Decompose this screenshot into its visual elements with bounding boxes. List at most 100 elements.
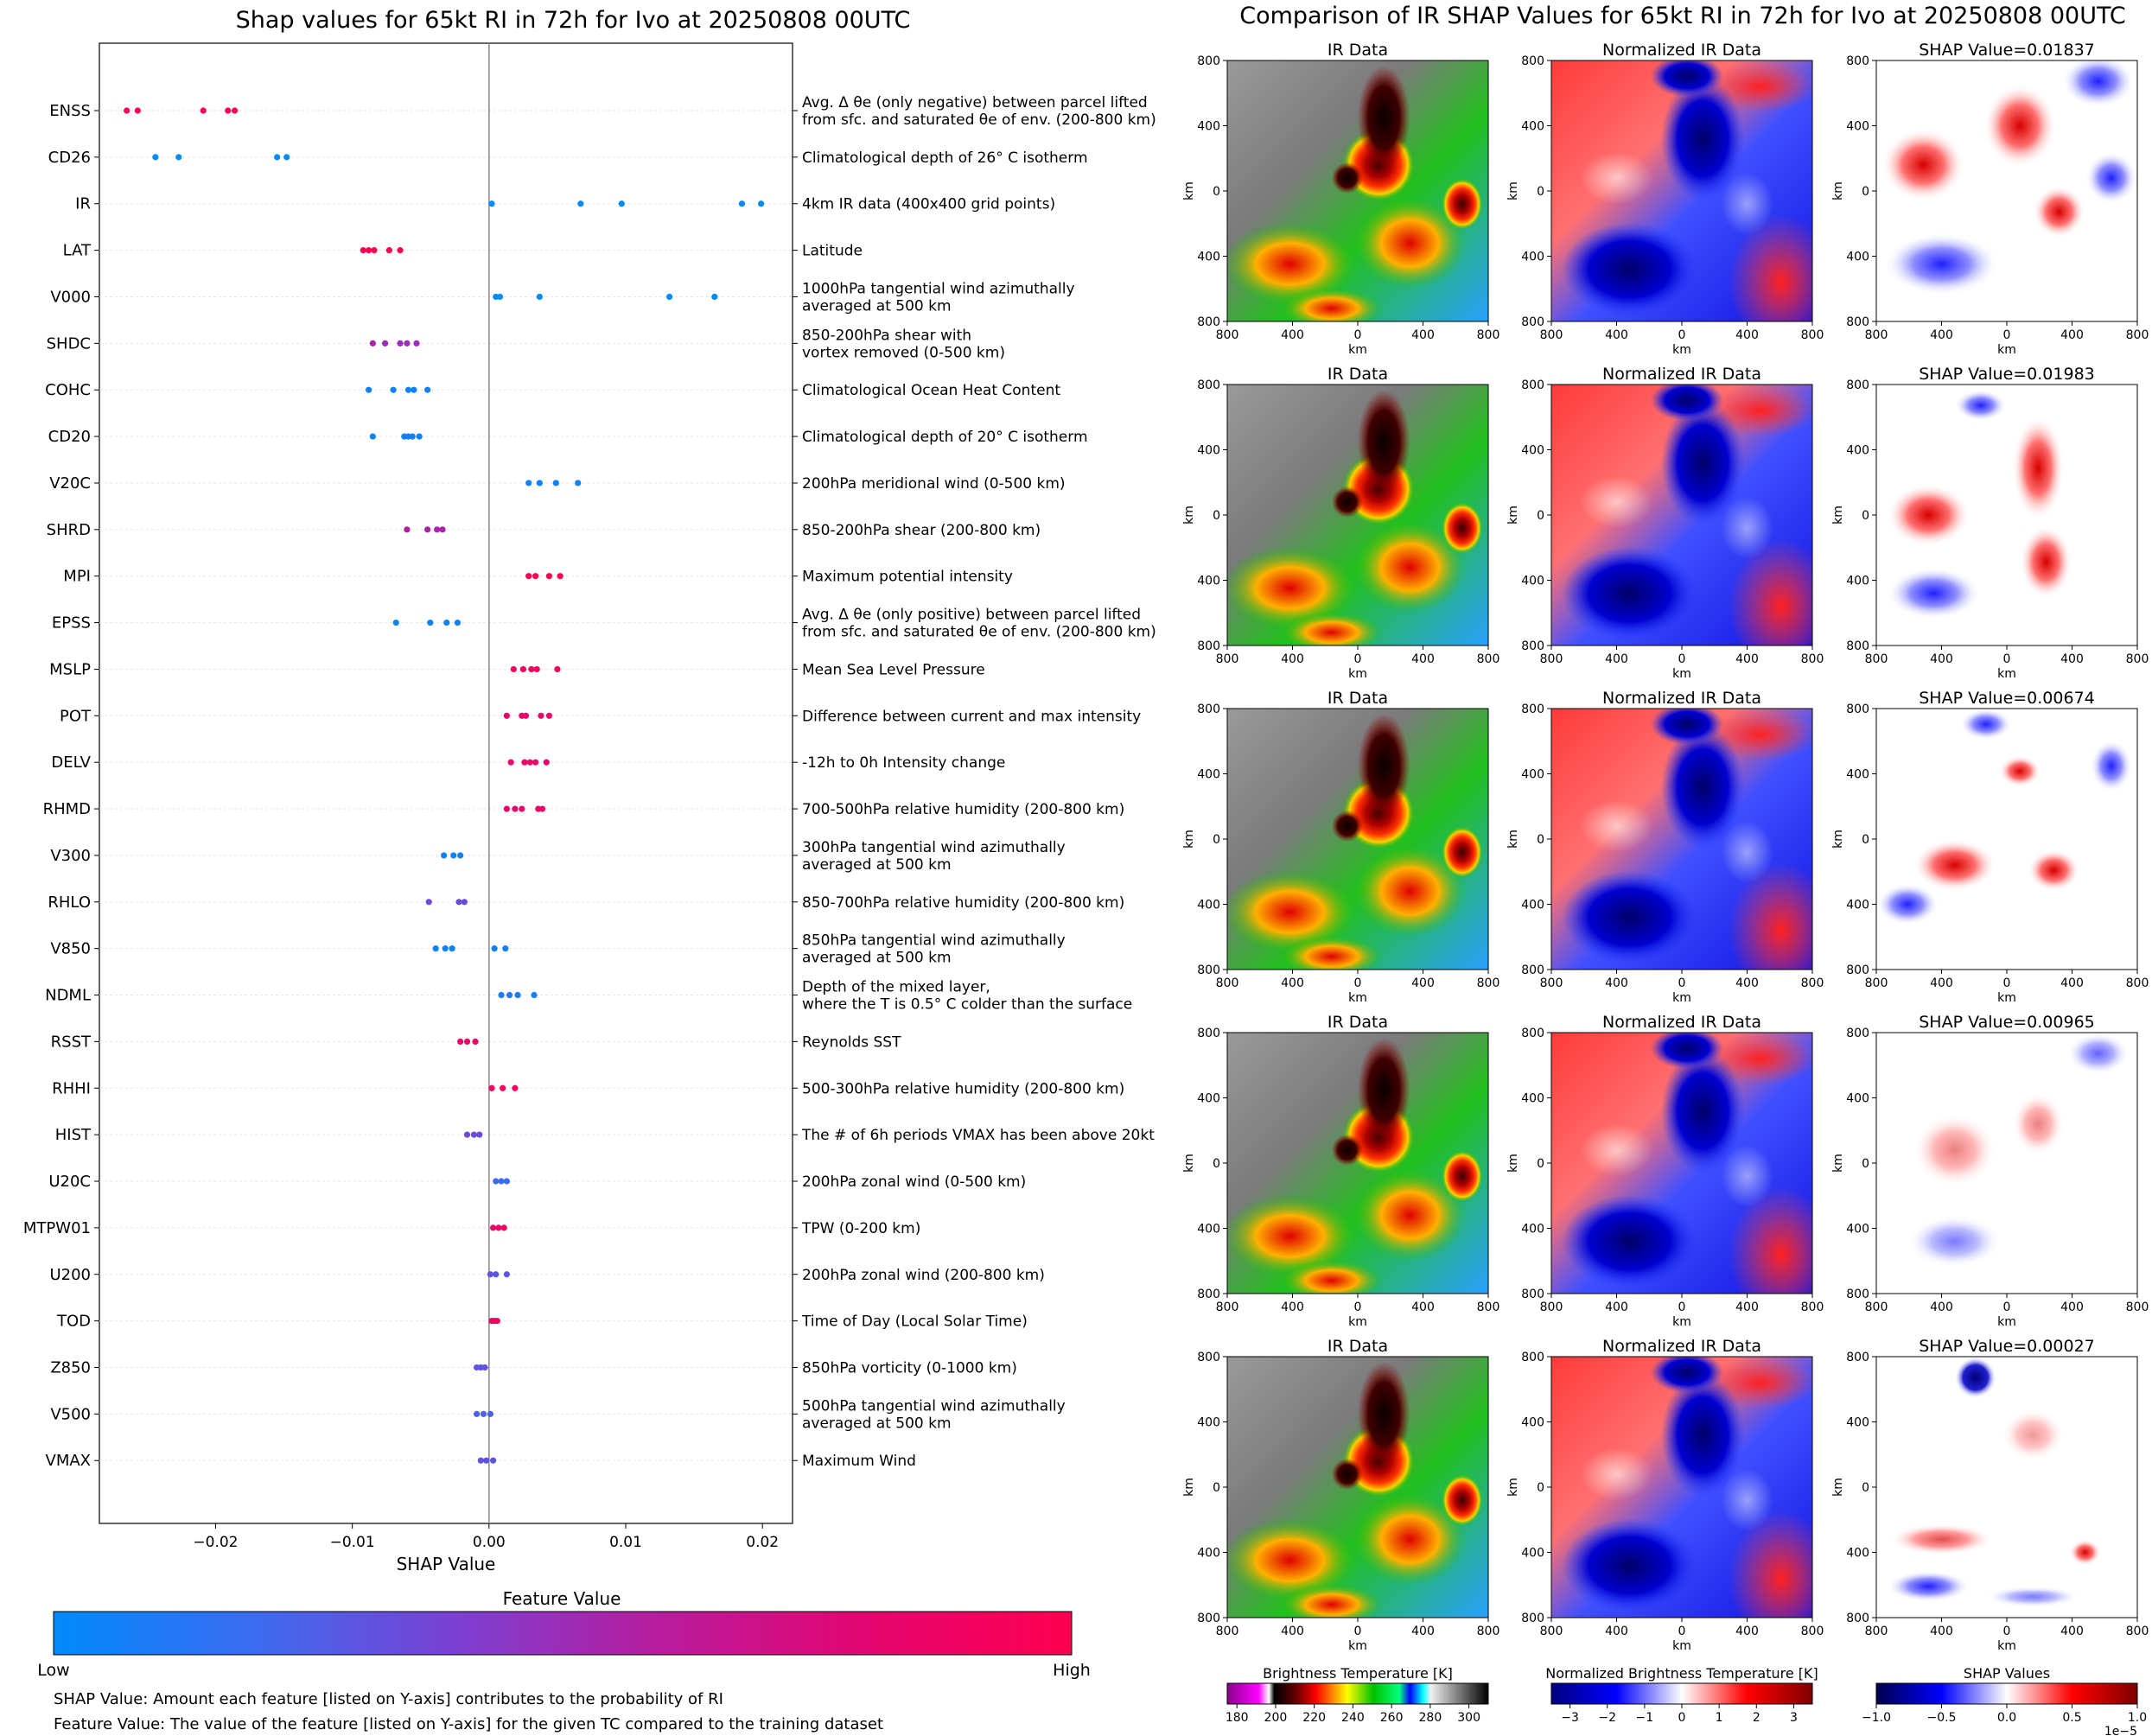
shap-dot [525,480,532,486]
panel-y-label: km [1182,830,1196,849]
shap-dot [463,1038,471,1045]
panel-title: IR Data [1327,41,1388,60]
panel-x-tick-label: 0 [1678,328,1686,342]
shap-dot [366,247,372,254]
panel-title: SHAP Value=0.00674 [1919,689,2095,708]
panel-x-tick-label: 400 [1930,328,1953,342]
feature-label-hist: HIST [55,1126,92,1144]
feature-description: 850-200hPa shear (200-800 km) [802,522,1041,539]
normalized-ir-image [1551,1033,1812,1294]
panel-title: Normalized IR Data [1602,1337,1761,1356]
feature-description: 500-300hPa relative humidity (200-800 km… [802,1080,1124,1097]
shap-dot [500,1224,507,1231]
shap-dot [472,1038,479,1045]
panel-title: SHAP Value=0.00965 [1919,1013,2095,1032]
shap-dot [545,712,553,719]
feature-description: Climatological Ocean Heat Content [802,382,1060,399]
panel-x-label: km [1672,1315,1691,1329]
shap-dot [522,712,530,719]
panel-x-tick-label: 800 [1865,1625,1888,1638]
panel-x-tick-label: 400 [2060,1300,2084,1314]
panel-y-tick-label: 800 [1197,1288,1220,1301]
panel-y-tick-label: 800 [1521,639,1544,653]
feature-description: Difference between current and max inten… [802,708,1141,725]
panel-x-label: km [1997,667,2016,681]
shap-dot [457,852,464,859]
shap-dot [519,805,525,812]
shap-dot [404,386,412,393]
colorbar-low-label: Low [37,1661,69,1680]
panel-x-label: km [1348,667,1367,681]
feature-label-cd20: CD20 [48,428,91,446]
panel-x-tick-label: 0 [1354,1625,1362,1638]
panel-x-tick-label: 800 [1801,1625,1824,1638]
colorbar-tick-label: −0.5 [1927,1711,1957,1725]
panel-y-tick-label: 800 [1521,315,1544,329]
panel-x-tick-label: 800 [2126,1300,2149,1314]
shap-dot [507,759,514,766]
shap-dot [536,293,543,301]
feature-label-z850: Z850 [50,1358,91,1377]
feature-description: averaged at 500 km [802,950,952,967]
feature-label-epss: EPSS [52,614,91,633]
ir-comparison-panels: Comparison of IR SHAP Values for 65kt RI… [1182,3,2149,1736]
shap-dot [536,480,543,486]
colorbar-tick-label: −1 [1636,1711,1654,1725]
panel-y-label: km [1831,830,1845,849]
feature-description: averaged at 500 km [802,297,952,315]
shap-dot [424,386,431,393]
shap-dot [477,1457,484,1464]
colorbar-label: Brightness Temperature [K] [1263,1665,1453,1682]
panel-y-tick-label: 400 [1521,899,1544,913]
shap-dot [503,712,510,719]
normalized-ir-image [1551,60,1812,321]
panel-y-tick-label: 800 [1846,1351,1869,1364]
shap-dot [533,665,540,673]
panel-y-tick-label: 800 [1197,1612,1220,1625]
shap-dot [503,1271,510,1278]
colorbar-tick-label: 240 [1341,1711,1365,1725]
shap-dot [483,1457,490,1464]
panel-y-tick-label: 800 [1846,703,1869,716]
shap-dot [461,899,468,906]
panel-y-label: km [1182,506,1196,525]
shap-dot [404,340,411,347]
feature-colorbar [53,1611,1073,1656]
x-tick-label: 0.02 [746,1534,779,1551]
panel-y-tick-label: 400 [1521,1416,1544,1430]
panel-y-tick-label: 800 [1846,1288,1869,1301]
panel-x-tick-label: 800 [1477,1625,1500,1638]
plot-area [99,42,793,1524]
shap-dot [506,991,513,999]
ir-data-image [1227,1357,1488,1618]
feature-description: 850hPa vorticity (0-1000 km) [802,1359,1017,1377]
panel-y-tick-label: 400 [1197,575,1220,588]
shap-dot [711,293,718,301]
shap-dot [488,1084,495,1091]
panel-y-tick-label: 800 [1197,378,1220,392]
panel-x-tick-label: 0 [2003,652,2011,666]
colorbar [1550,1682,1813,1705]
colorbar-tick-label: −1.0 [1862,1711,1891,1725]
panel-y-label: km [1831,181,1845,200]
panel-title: SHAP Value=0.01837 [1919,41,2095,60]
shap-dot [498,1178,505,1185]
feature-label-rhhi: RHHI [52,1079,91,1097]
panel-x-tick-label: 400 [1735,976,1759,990]
panel-x-tick-label: 800 [1865,1300,1888,1314]
panel-title: IR Data [1327,1337,1388,1356]
normalized-ir-image [1551,709,1812,970]
feature-label-cohc: COHC [45,381,91,399]
panel-y-tick-label: 400 [1197,899,1220,913]
feature-label-v500: V500 [50,1405,91,1423]
panel-x-tick-label: 800 [1865,328,1888,342]
feature-label-shdc: SHDC [47,334,91,353]
panel-x-tick-label: 800 [1477,328,1500,342]
panel-x-tick-label: 400 [1735,328,1759,342]
shap-dot [369,433,376,440]
panel-title: Normalized IR Data [1602,689,1761,708]
shap-dot [525,573,532,580]
panel-x-tick-label: 400 [1281,328,1304,342]
panel-y-tick-label: 400 [1846,768,1869,782]
panel-y-tick-label: 800 [1846,1027,1869,1040]
